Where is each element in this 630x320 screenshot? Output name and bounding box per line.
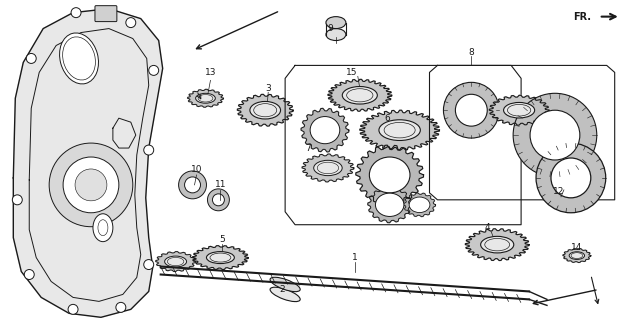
Text: 1: 1 (352, 253, 358, 262)
Ellipse shape (310, 116, 340, 144)
Ellipse shape (93, 214, 113, 242)
Circle shape (75, 169, 107, 201)
Circle shape (71, 8, 81, 18)
Circle shape (178, 171, 207, 199)
Polygon shape (360, 110, 440, 150)
Circle shape (116, 302, 126, 312)
Text: 8: 8 (469, 48, 474, 57)
Polygon shape (13, 9, 163, 317)
Ellipse shape (369, 157, 410, 193)
Circle shape (444, 82, 499, 138)
Text: 12: 12 (553, 188, 564, 196)
Text: 4: 4 (484, 223, 490, 232)
Circle shape (68, 304, 78, 314)
Circle shape (26, 53, 36, 63)
Ellipse shape (326, 17, 346, 28)
Polygon shape (238, 94, 293, 126)
Text: 14: 14 (571, 243, 583, 252)
Text: 9: 9 (327, 24, 333, 33)
Polygon shape (302, 154, 354, 182)
Ellipse shape (410, 197, 430, 212)
Text: 13: 13 (205, 68, 216, 77)
Text: 7: 7 (305, 144, 311, 153)
Circle shape (13, 195, 22, 205)
Polygon shape (404, 193, 435, 217)
Circle shape (536, 143, 605, 213)
Ellipse shape (196, 93, 215, 103)
Ellipse shape (503, 102, 535, 118)
Ellipse shape (164, 256, 186, 267)
Polygon shape (188, 89, 224, 107)
Ellipse shape (314, 160, 342, 176)
Circle shape (455, 94, 487, 126)
Text: 3: 3 (265, 84, 271, 93)
Circle shape (144, 145, 154, 155)
Polygon shape (301, 108, 349, 152)
Circle shape (513, 93, 597, 177)
Circle shape (530, 110, 580, 160)
Ellipse shape (207, 252, 234, 264)
Circle shape (49, 143, 133, 227)
Circle shape (126, 18, 136, 28)
Ellipse shape (270, 287, 301, 301)
Circle shape (551, 158, 591, 198)
Ellipse shape (342, 86, 377, 104)
Polygon shape (193, 246, 248, 269)
FancyBboxPatch shape (95, 6, 117, 22)
Text: FR.: FR. (573, 12, 591, 22)
Text: 10: 10 (191, 165, 202, 174)
Polygon shape (490, 95, 549, 125)
Circle shape (207, 189, 229, 211)
Circle shape (144, 260, 154, 269)
Circle shape (63, 157, 119, 213)
Polygon shape (466, 229, 529, 260)
Ellipse shape (326, 28, 346, 41)
Ellipse shape (270, 277, 301, 292)
Ellipse shape (375, 193, 404, 216)
Ellipse shape (569, 252, 585, 260)
Circle shape (149, 65, 159, 76)
Circle shape (185, 177, 200, 193)
Polygon shape (156, 252, 195, 271)
Polygon shape (368, 187, 411, 223)
Ellipse shape (379, 120, 420, 140)
Text: 2: 2 (279, 285, 285, 294)
Ellipse shape (250, 101, 280, 119)
Circle shape (212, 194, 224, 206)
Ellipse shape (60, 33, 98, 84)
Ellipse shape (481, 236, 514, 253)
Circle shape (25, 269, 34, 279)
Polygon shape (356, 145, 423, 205)
Polygon shape (328, 79, 392, 111)
Text: 6: 6 (385, 114, 391, 123)
Polygon shape (563, 249, 591, 262)
Text: 5: 5 (219, 235, 226, 244)
Text: 15: 15 (346, 68, 358, 77)
Text: 11: 11 (215, 180, 226, 189)
